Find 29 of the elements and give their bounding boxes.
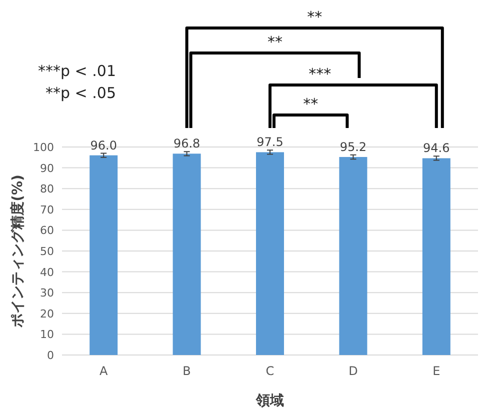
y-tick-label: 80 <box>40 182 54 196</box>
y-tick-label: 40 <box>40 266 54 279</box>
y-tick-label: 50 <box>40 245 54 258</box>
text: ***p < .01 <box>38 62 116 80</box>
x-axis-title: 領域 <box>255 393 284 409</box>
x-tick-label: D <box>348 364 358 378</box>
y-tick-label: 10 <box>40 328 54 342</box>
y-tick-label: 30 <box>40 286 54 300</box>
text: ** <box>303 95 319 113</box>
y-tick-label: 70 <box>40 203 54 216</box>
x-tick-label: C <box>266 364 274 378</box>
text: *** <box>308 65 332 83</box>
data-label: 94.6 <box>423 141 450 156</box>
data-label: 96.8 <box>173 136 200 151</box>
y-tick-label: 20 <box>40 307 54 320</box>
y-tick-label: 100 <box>33 141 54 154</box>
x-tick-label: B <box>182 364 191 378</box>
data-label: 97.5 <box>256 135 284 150</box>
text: ** <box>268 33 283 51</box>
data-label: 96.0 <box>90 138 117 152</box>
x-tick-label: E <box>432 364 440 378</box>
text: ** <box>307 8 323 26</box>
text: **p < .05 <box>46 84 116 102</box>
y-tick-label: 60 <box>40 224 54 238</box>
y-tick-label: 0 <box>47 349 54 362</box>
y-axis-title: ポインティング精度(%) <box>9 174 26 328</box>
data-label: 95.2 <box>340 140 367 154</box>
y-tick-label: 90 <box>40 162 54 175</box>
x-tick-label: A <box>99 364 108 378</box>
